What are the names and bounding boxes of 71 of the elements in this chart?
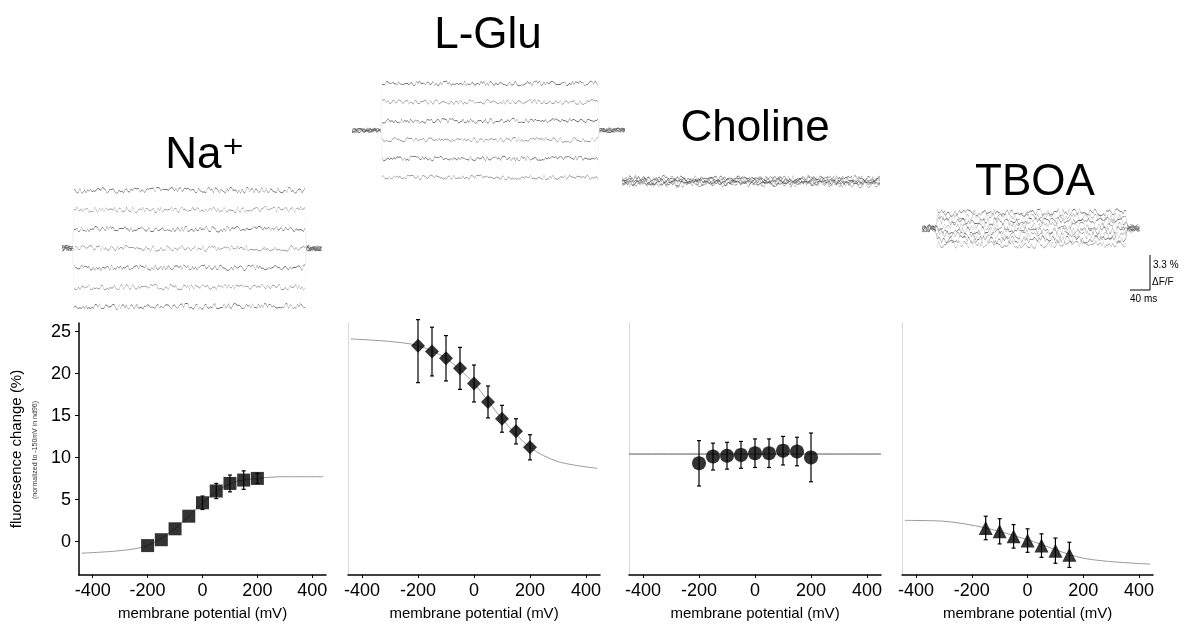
point: [182, 509, 196, 523]
text: 40 ms: [1130, 292, 1158, 304]
point: [209, 484, 223, 498]
x-tick-label: 0: [1022, 580, 1033, 600]
point: [425, 344, 439, 359]
point: [1006, 529, 1021, 544]
text: ΔF/F: [1152, 275, 1174, 287]
chart-title: Na⁺: [165, 127, 245, 177]
point: [141, 539, 155, 553]
x-tick-label: 400: [570, 580, 602, 600]
x-tick-label: 0: [468, 580, 480, 600]
point: [481, 394, 495, 409]
point: [978, 520, 993, 535]
point: [154, 533, 168, 547]
x-tick-label: 200: [795, 580, 827, 600]
point: [790, 444, 804, 459]
point: [237, 473, 251, 487]
chart-title: TBOA: [975, 154, 1096, 204]
point: [748, 446, 762, 461]
x-tick-label: 200: [1068, 580, 1099, 600]
point: [495, 411, 509, 426]
point: [1020, 533, 1035, 548]
point: [776, 443, 790, 458]
x-axis-title: membrane potential (mV): [670, 604, 840, 621]
x-axis-title: membrane potential (mV): [942, 604, 1113, 621]
x-tick-label: -400: [74, 580, 111, 600]
x-tick-label: -200: [680, 580, 718, 600]
x-tick-label: 400: [297, 580, 328, 600]
y-tick-label: 25: [50, 321, 71, 342]
point: [720, 448, 734, 463]
x-tick-label: -200: [399, 580, 437, 600]
y-tick-label: 15: [50, 405, 71, 426]
x-tick-label: 200: [242, 580, 273, 600]
x-tick-label: 0: [749, 580, 761, 600]
point: [1048, 543, 1063, 558]
point: [223, 476, 237, 490]
x-axis-title: membrane potential (mV): [117, 604, 288, 621]
chart-title: Choline: [680, 100, 830, 150]
x-tick-label: -400: [624, 580, 662, 600]
x-tick-label: -200: [129, 580, 166, 600]
y-axis-title: fluoresence change (%): [7, 369, 24, 529]
point: [1034, 538, 1049, 553]
point: [734, 447, 748, 462]
point: [706, 449, 720, 464]
y-tick-label: 5: [60, 489, 71, 510]
y-tick-label: 10: [50, 447, 71, 468]
x-tick-label: -400: [343, 580, 381, 600]
point: [1062, 547, 1077, 562]
point: [250, 471, 264, 485]
point: [168, 522, 182, 536]
point: [467, 376, 481, 391]
x-tick-label: -400: [898, 580, 935, 600]
x-tick-label: 400: [851, 580, 883, 600]
y-tick-label: 20: [50, 363, 71, 384]
x-tick-label: -200: [953, 580, 990, 600]
x-axis-title: membrane potential (mV): [389, 604, 559, 621]
point: [692, 456, 706, 471]
x-tick-label: 0: [197, 580, 208, 600]
point: [762, 446, 776, 461]
text: 3.3 %: [1153, 258, 1179, 270]
chart-title: L-Glu: [434, 7, 542, 57]
y-tick-label: 0: [60, 531, 71, 552]
x-tick-label: 200: [514, 580, 546, 600]
point: [523, 440, 537, 455]
x-tick-label: 400: [1124, 580, 1155, 600]
point: [453, 361, 467, 376]
point: [804, 450, 818, 465]
point: [439, 351, 453, 366]
point: [992, 524, 1007, 539]
point: [411, 338, 425, 353]
point: [509, 424, 523, 439]
